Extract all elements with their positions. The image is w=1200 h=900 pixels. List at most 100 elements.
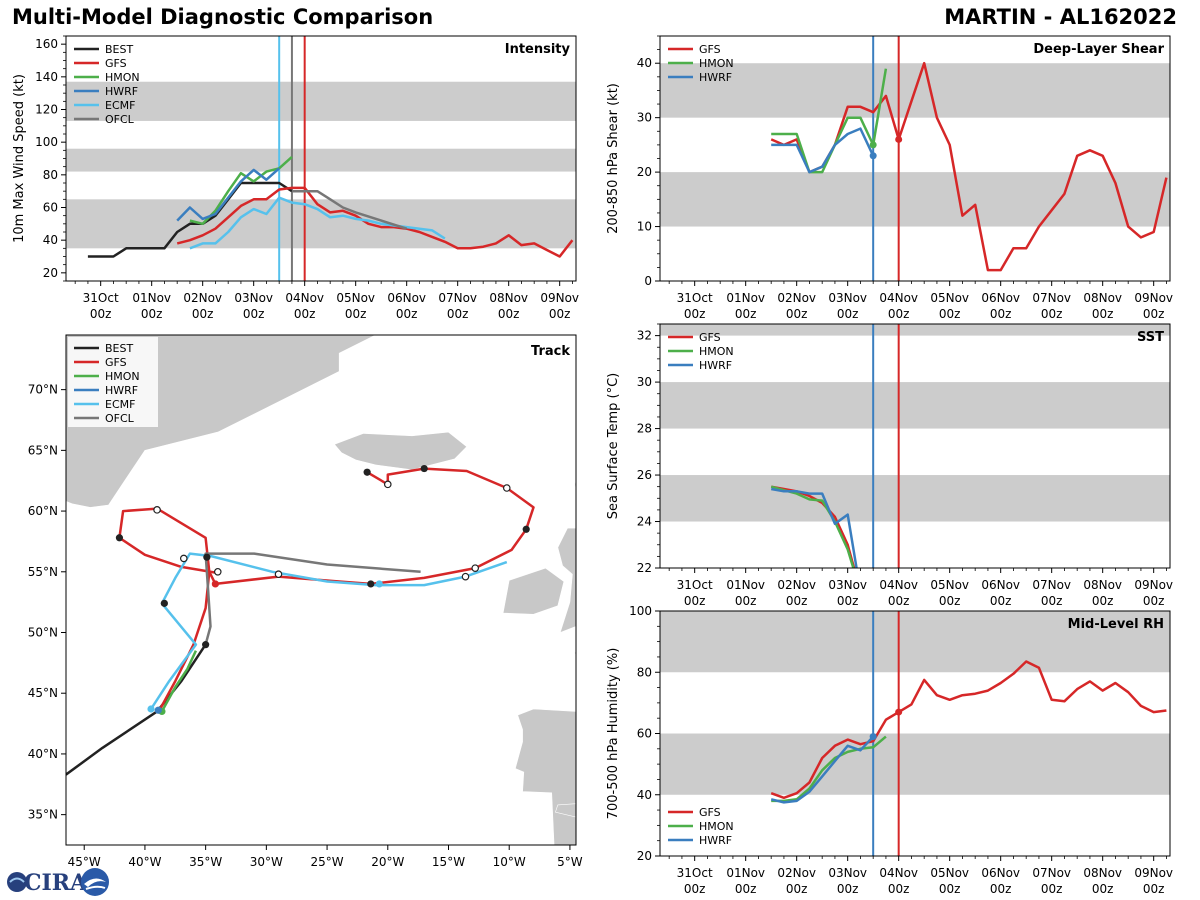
track-open-marker — [274, 570, 283, 579]
shear-xtick-label: 00z — [1092, 307, 1114, 321]
shear-end-marker-hmon — [869, 141, 877, 149]
sst-xtick-label: 01Nov — [726, 578, 765, 592]
sst-xtick-label: 08Nov — [1083, 578, 1122, 592]
rh-xtick-label: 00z — [735, 882, 757, 896]
intensity-ytick-label: 120 — [35, 103, 58, 117]
sst-ytick-label: 32 — [637, 329, 652, 343]
intensity-band-1 — [66, 148, 576, 172]
sst-ytick-label: 28 — [637, 422, 652, 436]
morocco-coast — [555, 803, 576, 818]
shear-xtick-label: 00z — [684, 307, 706, 321]
intensity-ytick-label: 100 — [35, 135, 58, 149]
track-title: Track — [531, 344, 570, 359]
track-ytick-label: 70°N — [28, 383, 58, 397]
shear-ylabel: 200-850 hPa Shear (kt) — [606, 83, 621, 234]
shear-xtick-label: 00z — [990, 307, 1012, 321]
rh-xtick-label: 01Nov — [726, 866, 765, 880]
intensity-legend-label: HWRF — [105, 85, 138, 98]
intensity-series — [87, 155, 574, 258]
sst-xtick-label: 00z — [939, 594, 961, 608]
track-ytick-label: 60°N — [28, 504, 58, 518]
intensity-ytick-label: 80 — [43, 168, 58, 182]
intensity-legend-label: BEST — [105, 43, 133, 56]
intensity-frame — [65, 35, 577, 282]
rh-ytick-label: 20 — [637, 849, 652, 863]
intensity-panel: 20 40 60 80 100 120 140 160 31Oct 00z 01Nov 00z 02No… — [12, 35, 579, 321]
shear-xtick-label: 02Nov — [777, 291, 816, 305]
track-position-marker — [154, 706, 162, 714]
shear-end-marker-hwrf — [869, 152, 877, 160]
intensity-ytick-label: 20 — [43, 266, 58, 280]
track-position-marker — [420, 464, 428, 473]
track-open-marker — [461, 572, 470, 581]
rh-frame — [659, 610, 1171, 857]
shear-ytick-label: 0 — [644, 274, 652, 288]
rh-end-marker-hwrf — [869, 733, 877, 741]
intensity-series-ofcl — [291, 189, 408, 230]
rh-xtick-label: 05Nov — [930, 866, 969, 880]
sst-xtick-label: 00z — [1041, 594, 1063, 608]
intensity-xtick-label: 00z — [345, 307, 367, 321]
rh-xtick-label: 08Nov — [1083, 866, 1122, 880]
intensity-ytick-label: 60 — [43, 201, 58, 215]
track-frame — [65, 334, 577, 846]
rh-xtick-label: 00z — [939, 882, 961, 896]
figure-title: Multi-Model Diagnostic Comparison — [12, 5, 434, 29]
shear-series — [770, 61, 1168, 272]
intensity-xtick-label: 08Nov — [489, 291, 528, 305]
sst-ytick-label: 22 — [637, 561, 652, 575]
shear-xtick-label: 00z — [888, 307, 910, 321]
rh-xtick-label: 00z — [1041, 882, 1063, 896]
track-xtick-label: 15°W — [432, 855, 465, 869]
track-position-marker — [147, 705, 155, 713]
track-open-marker — [502, 484, 511, 492]
iberia-landmass — [514, 708, 576, 845]
track-position-marker — [375, 580, 383, 588]
shear-xtick-label: 06Nov — [981, 291, 1020, 305]
sst-series — [770, 485, 858, 568]
rh-ytick-label: 100 — [629, 604, 652, 618]
track-ytick-label: 45°N — [28, 686, 58, 700]
sst-legend-label: HMON — [699, 345, 734, 358]
sst-xtick-label: 06Nov — [981, 578, 1020, 592]
globe-icon — [7, 872, 27, 892]
intensity-xtick-label: 00z — [396, 307, 418, 321]
track-xtick-label: 25°W — [311, 855, 344, 869]
rh-title: Mid-Level RH — [1068, 617, 1164, 632]
track-open-marker — [179, 554, 188, 563]
shear-legend-label: GFS — [699, 43, 721, 56]
intensity-xtick-label: 00z — [549, 307, 571, 321]
sst-xtick-label: 03Nov — [828, 578, 867, 592]
sst-xtick-label: 00z — [735, 594, 757, 608]
intensity-xtick-label: 31Oct — [83, 291, 119, 305]
shear-xtick-label: 00z — [786, 307, 808, 321]
track-series-gfs — [118, 507, 219, 575]
storm-identifier: MARTIN - AL162022 — [944, 5, 1177, 29]
track-xtick-label: 20°W — [371, 855, 404, 869]
shear-xtick-label: 00z — [837, 307, 859, 321]
shear-xtick-label: 03Nov — [828, 291, 867, 305]
track-position-marker — [115, 534, 124, 542]
intensity-series-hmon — [189, 155, 293, 226]
intensity-xtick-label: 00z — [192, 307, 214, 321]
track-position-marker — [211, 580, 219, 588]
track-ytick-label: 50°N — [28, 626, 58, 640]
sst-legend-label: GFS — [699, 331, 721, 344]
rh-xtick-label: 04Nov — [879, 866, 918, 880]
track-legend-label: BEST — [105, 342, 133, 355]
rh-legend-label: HWRF — [699, 834, 732, 847]
shear-frame — [659, 35, 1171, 282]
sst-xtick-label: 31Oct — [677, 578, 713, 592]
shear-xtick-label: 00z — [735, 307, 757, 321]
sst-xtick-label: 05Nov — [930, 578, 969, 592]
intensity-legend-label: ECMF — [105, 99, 135, 112]
rh-band-1 — [660, 611, 1170, 673]
shear-xtick-label: 04Nov — [879, 291, 918, 305]
intensity-legend-label: GFS — [105, 57, 127, 70]
shear-ytick-label: 40 — [637, 56, 652, 70]
iceland-landmass — [333, 431, 468, 471]
track-legend-label: HMON — [105, 370, 140, 383]
track-xtick-label: 10°W — [493, 855, 526, 869]
rh-xtick-label: 00z — [1092, 882, 1114, 896]
